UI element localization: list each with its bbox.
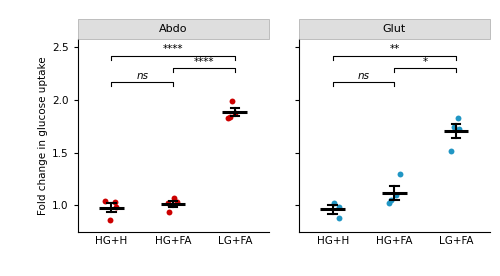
Text: ****: **** (194, 57, 214, 67)
Point (446, 148, 454, 153)
Point (396, 172, 404, 176)
Point (232, 110, 239, 115)
Point (112, 204, 120, 209)
Text: Abdo: Abdo (159, 24, 188, 34)
Point (330, 201, 338, 206)
Point (454, 127, 462, 132)
Text: *: * (422, 57, 428, 67)
Point (454, 116, 462, 120)
Point (111, 200, 119, 205)
Text: **: ** (389, 44, 400, 54)
Point (450, 125, 458, 129)
Point (173, 200, 181, 205)
Point (170, 196, 177, 200)
Point (387, 198, 395, 202)
Y-axis label: Fold change in glucose uptake: Fold change in glucose uptake (38, 56, 48, 214)
Point (224, 116, 232, 120)
Point (226, 115, 234, 119)
Point (166, 209, 173, 214)
Point (228, 99, 235, 103)
Text: Glut: Glut (383, 24, 406, 34)
Point (100, 199, 108, 203)
Text: ns: ns (136, 71, 148, 81)
Text: ns: ns (358, 71, 370, 81)
Point (392, 193, 400, 197)
Point (106, 218, 114, 222)
Point (335, 204, 343, 209)
Text: ****: **** (163, 44, 184, 54)
Point (386, 201, 394, 206)
Point (335, 216, 343, 220)
Point (164, 201, 172, 206)
